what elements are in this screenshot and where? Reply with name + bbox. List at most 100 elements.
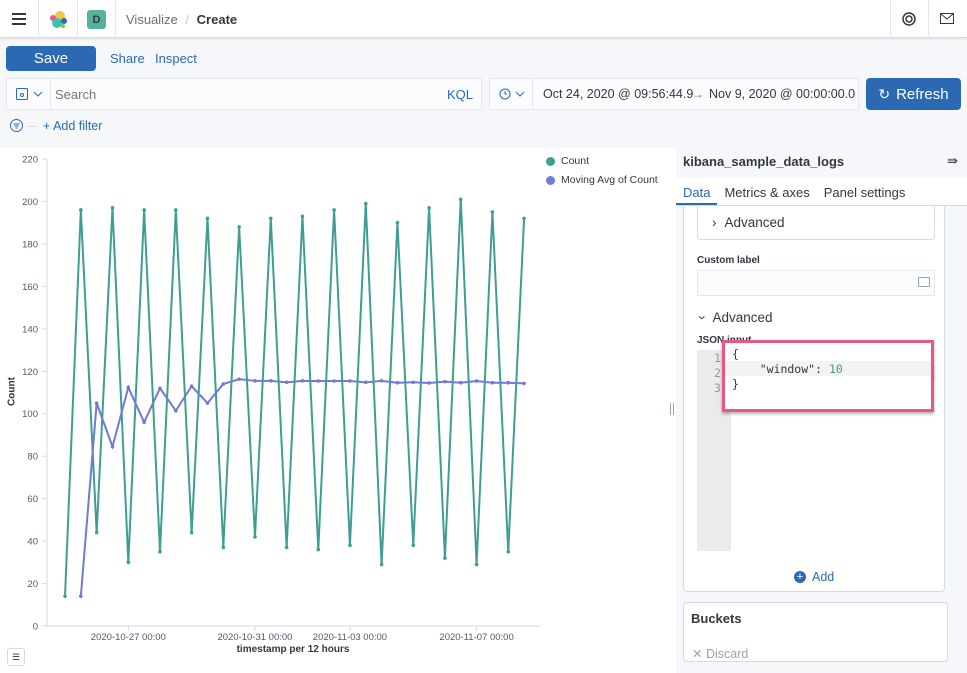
legend-dot-icon <box>546 156 555 166</box>
data-point <box>458 380 463 385</box>
advanced-open-toggle[interactable]: › Advanced <box>694 310 773 325</box>
data-point <box>395 380 400 385</box>
legend-dot-icon <box>546 175 555 185</box>
data-point <box>379 379 384 383</box>
save-icon <box>16 88 28 100</box>
data-point <box>205 216 210 221</box>
data-point <box>221 382 226 386</box>
data-point <box>94 401 99 405</box>
data-point <box>237 225 241 229</box>
avatar[interactable]: D <box>87 10 106 29</box>
y-tick-label: 80 <box>27 452 38 463</box>
start-date[interactable]: Oct 24, 2020 @ 09:56:44.9 <box>543 87 694 101</box>
help-icon[interactable] <box>902 12 916 26</box>
end-date[interactable]: Nov 9, 2020 @ 00:00:00.0 <box>709 87 856 101</box>
custom-label-input[interactable] <box>697 270 935 296</box>
collapse-sidebar-icon[interactable]: ⇛ <box>947 153 958 168</box>
y-tick-label: 0 <box>33 622 38 633</box>
data-point <box>506 380 511 385</box>
saved-query-button[interactable] <box>7 79 51 109</box>
x-tick-label: 2020-11-03 00:00 <box>313 632 387 643</box>
data-point <box>490 210 495 214</box>
list-icon <box>918 277 930 287</box>
kibana-logo[interactable] <box>48 10 68 30</box>
data-point <box>506 549 511 554</box>
share-link[interactable]: Share <box>110 51 145 66</box>
breadcrumb-visualize[interactable]: Visualize <box>126 12 178 27</box>
menu-icon[interactable] <box>12 13 26 25</box>
y-tick-label: 140 <box>22 324 38 335</box>
data-point <box>142 420 146 425</box>
legend-item-moving-avg[interactable]: Moving Avg of Count <box>546 174 658 186</box>
data-point <box>94 530 99 535</box>
y-tick-label: 200 <box>22 197 38 208</box>
top-header: D Visualize / Create <box>0 0 967 38</box>
line-number: 1 <box>714 351 721 365</box>
filter-icon[interactable] <box>10 119 23 132</box>
window-value: 10 <box>828 362 843 376</box>
buckets-card: Buckets <box>683 602 948 662</box>
add-filter-button[interactable]: + Add filter <box>43 119 103 133</box>
breadcrumb: Visualize / Create <box>126 12 237 27</box>
quick-menu-button[interactable] <box>490 79 533 109</box>
x-tick-label: 2020-10-27 00:00 <box>91 632 166 643</box>
data-point <box>126 385 131 390</box>
highlight-box: { "window": 10 } <box>722 340 934 412</box>
x-tick-label: 2020-11-07 00:00 <box>439 632 513 643</box>
code-line-3: } <box>732 377 739 391</box>
y-tick-label: 160 <box>22 282 38 293</box>
data-point <box>300 379 305 383</box>
custom-label-label: Custom label <box>697 255 760 266</box>
data-point <box>379 562 384 567</box>
data-point <box>443 379 447 384</box>
refresh-icon: ↻ <box>878 85 891 102</box>
add-button[interactable]: + Add <box>794 570 834 584</box>
legend-toggle-icon[interactable]: ☰ <box>7 648 25 666</box>
data-point <box>253 535 257 539</box>
data-point <box>332 379 336 383</box>
discard-button[interactable]: ✕ Discard <box>692 647 749 661</box>
divider <box>28 126 36 127</box>
breadcrumb-create: Create <box>196 12 238 27</box>
data-point <box>458 197 463 202</box>
line-number: 3 <box>714 381 721 395</box>
data-point <box>63 594 67 599</box>
data-point <box>395 220 400 225</box>
data-point <box>348 379 352 383</box>
data-point <box>474 379 479 383</box>
breadcrumb-separator: / <box>185 12 190 27</box>
data-point <box>300 214 305 219</box>
x-tick-label: 2020-10-31 00:00 <box>217 632 292 643</box>
resize-handle[interactable] <box>670 403 674 415</box>
data-point <box>490 380 495 385</box>
y-tick-label: 120 <box>22 367 38 378</box>
data-point <box>110 206 115 210</box>
data-point <box>348 543 352 548</box>
tab-data[interactable]: Data <box>676 178 718 205</box>
data-point <box>126 560 131 565</box>
advanced-collapsed-toggle[interactable]: › Advanced <box>697 206 935 240</box>
data-point <box>268 379 273 383</box>
chevron-right-icon: › <box>712 215 717 230</box>
refresh-button[interactable]: ↻ Refresh <box>866 78 961 110</box>
data-point <box>443 556 447 560</box>
arrow-right-icon: → <box>692 87 704 101</box>
data-point <box>189 530 194 535</box>
mail-icon[interactable] <box>940 13 954 24</box>
tab-panel-settings[interactable]: Panel settings <box>823 185 906 200</box>
kql-button[interactable]: KQL <box>446 87 473 102</box>
save-button[interactable]: Save <box>6 46 96 71</box>
buckets-title: Buckets <box>691 611 742 626</box>
data-point <box>237 377 241 381</box>
data-point <box>268 216 273 221</box>
tab-metrics-axes[interactable]: Metrics & axes <box>724 185 810 200</box>
search-input[interactable] <box>55 83 435 105</box>
inspect-link[interactable]: Inspect <box>155 51 197 66</box>
line-chart: 0 20 40 60 80 100 120 140 160 180 200 220 2020-10-27… <box>22 155 540 643</box>
tabs: Data Metrics & axes Panel settings <box>676 178 967 206</box>
active-line <box>725 361 931 376</box>
data-point <box>142 208 146 212</box>
data-point <box>363 201 368 206</box>
legend-item-count[interactable]: Count <box>546 155 589 167</box>
data-point <box>284 545 289 550</box>
